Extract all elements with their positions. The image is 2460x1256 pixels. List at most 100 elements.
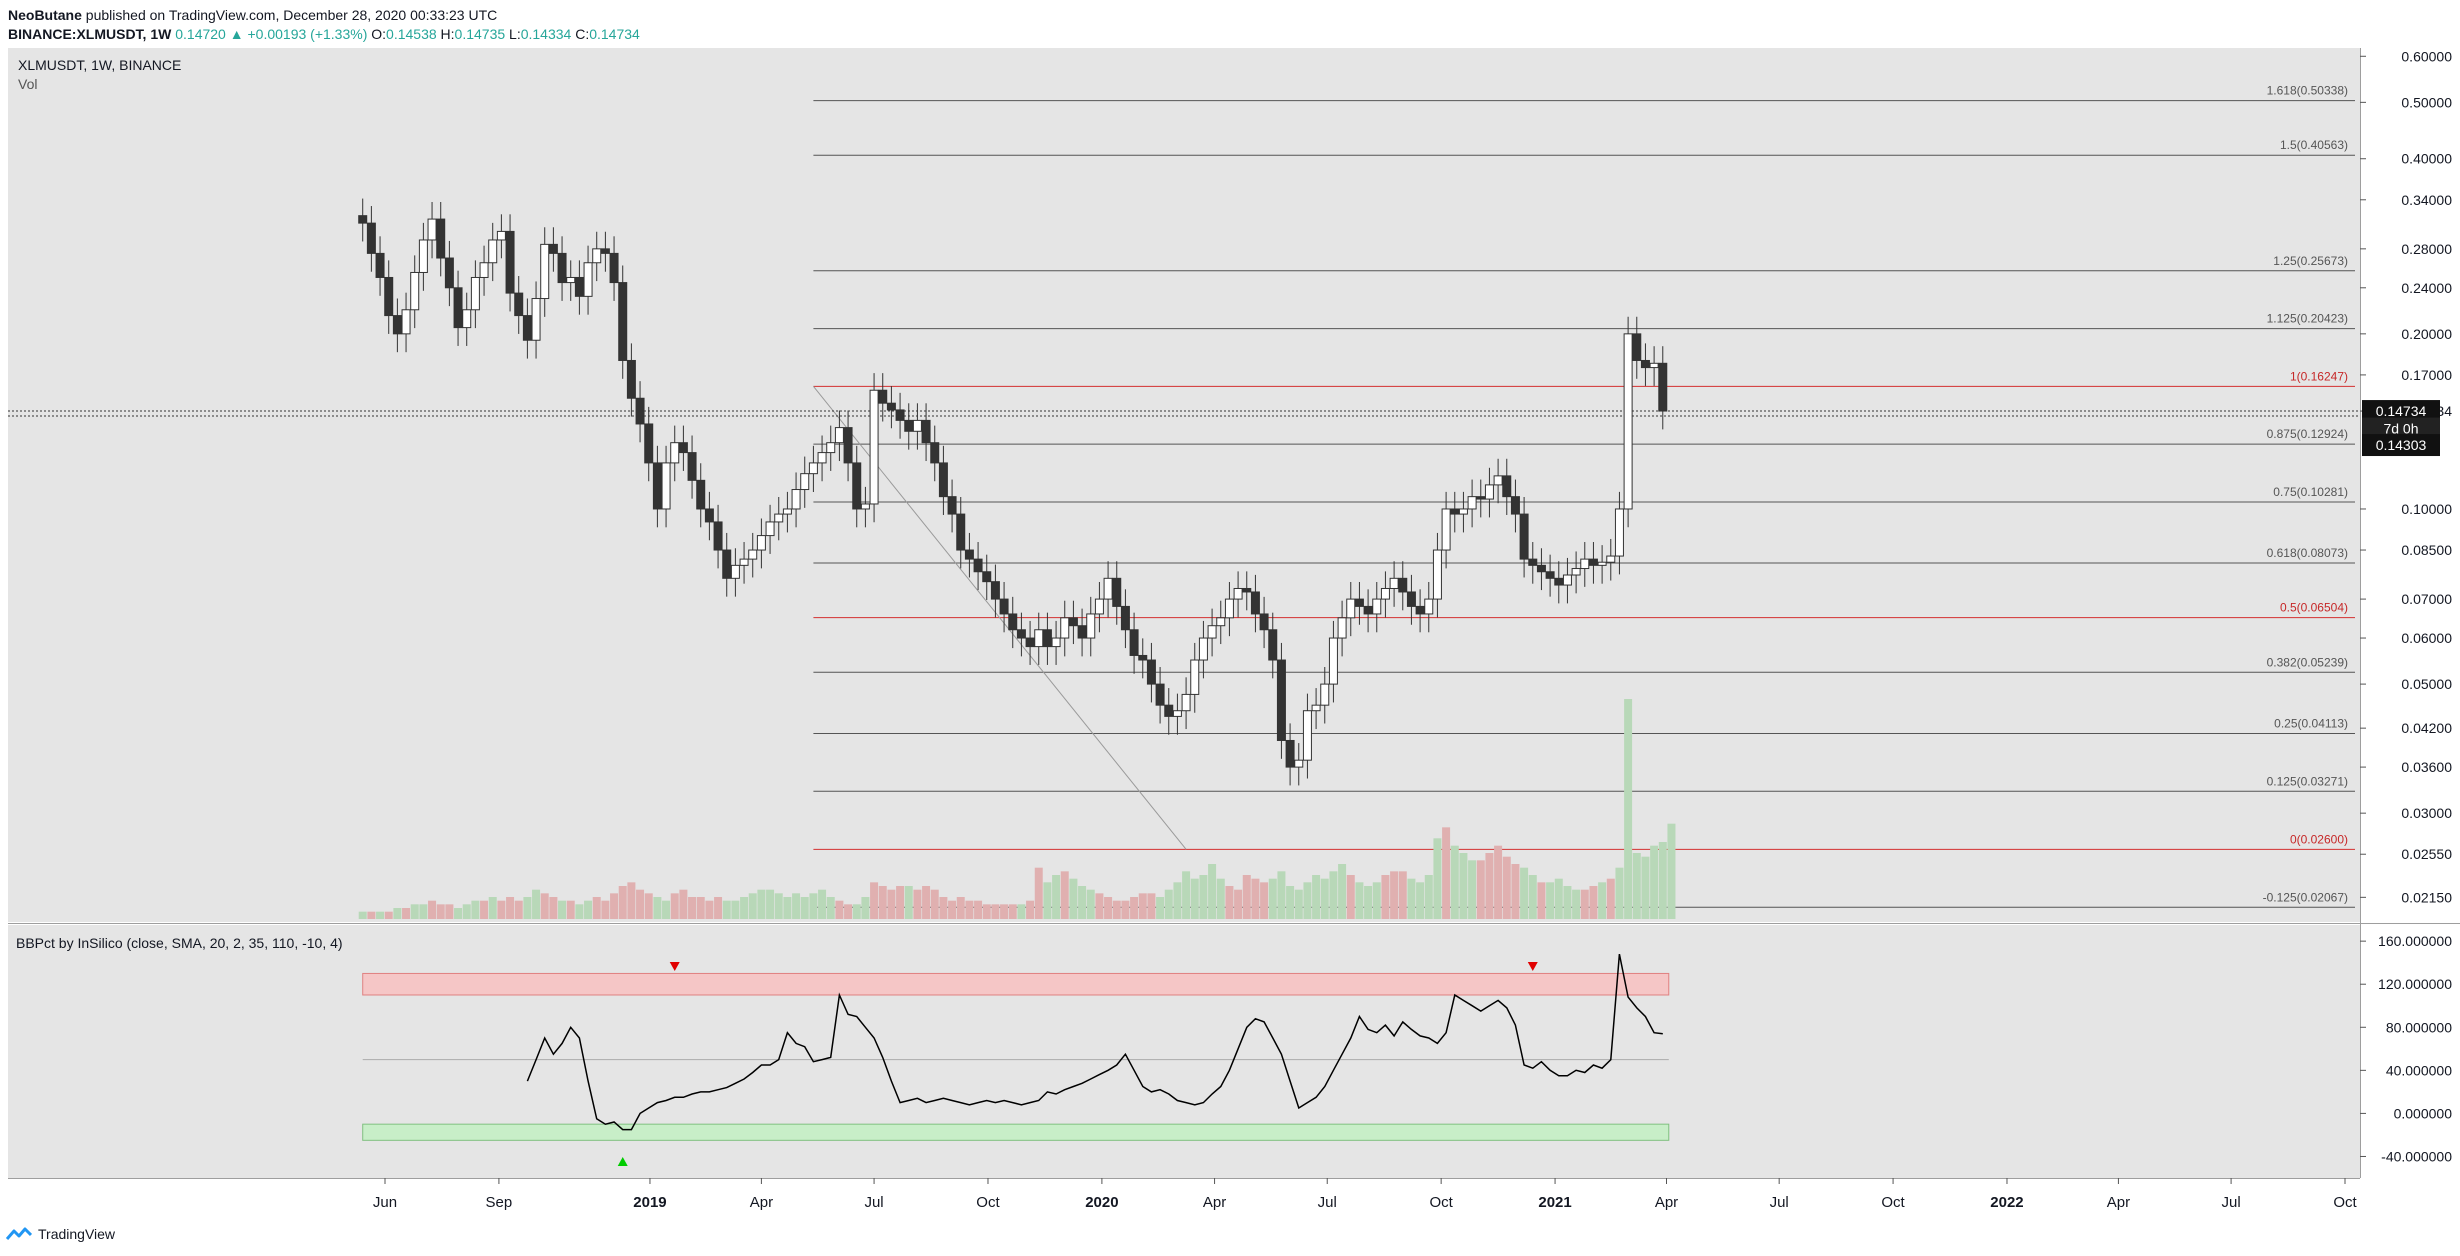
candle-body — [1398, 577, 1408, 593]
volume-bar — [1086, 889, 1095, 919]
candle-body — [375, 252, 385, 278]
volume-bar — [488, 897, 497, 919]
volume-bar — [1338, 864, 1347, 919]
candle-body — [990, 581, 1000, 600]
candle-body — [1389, 577, 1399, 589]
price-tick-label: 0.04200 — [2401, 720, 2452, 736]
candle-body — [834, 427, 844, 444]
volume-bar — [1060, 871, 1069, 919]
candle-body — [1354, 598, 1364, 607]
volume-bar — [575, 904, 584, 919]
volume-bar — [1208, 864, 1217, 919]
volume-bar — [644, 893, 653, 919]
volume-bar — [1303, 882, 1312, 919]
volume-bar — [1632, 853, 1641, 919]
volume-bar — [740, 897, 749, 919]
candle-body — [1372, 598, 1382, 615]
volume-bar — [1615, 867, 1624, 919]
oscillator-band — [362, 1123, 1670, 1141]
candle-body — [557, 252, 567, 284]
candle-body — [1346, 598, 1356, 619]
price-tick-label: 0.24000 — [2401, 280, 2452, 296]
volume-bar — [1468, 860, 1477, 919]
candle-body — [1016, 629, 1026, 639]
author-name[interactable]: NeoButane — [8, 7, 82, 23]
osc-tick-label: 120.000000 — [2378, 976, 2452, 992]
volume-bar — [480, 900, 489, 919]
volume-bar — [757, 889, 766, 919]
candle-body — [947, 496, 957, 515]
footer-brand[interactable]: TradingView — [38, 1226, 116, 1242]
candle-body — [1259, 613, 1269, 631]
volume-bar — [436, 904, 445, 919]
main-pane-title: XLMUSDT, 1W, BINANCE — [18, 57, 181, 73]
candle-body — [1467, 496, 1477, 510]
volume-bar — [358, 911, 367, 919]
volume-bar — [1242, 875, 1251, 919]
volume-bar — [662, 900, 671, 919]
candle-body — [592, 248, 602, 264]
volume-bar — [688, 897, 697, 919]
price-badge: 0.14734 — [2362, 400, 2440, 423]
candle-body — [358, 215, 368, 224]
high-value: 0.14735 — [454, 26, 506, 42]
candle-body — [826, 442, 836, 454]
price-axis-ticks: 0.60000 0.50000 0.40000 0.34000 0.28000 0.240… — [2360, 48, 2452, 905]
volume-bar — [558, 900, 567, 919]
time-tick-label: Oct — [976, 1194, 1000, 1211]
volume-bar — [636, 889, 645, 919]
candle-body — [1120, 605, 1130, 631]
candle-body — [956, 513, 966, 551]
volume-bar — [809, 893, 818, 919]
candle-body — [1640, 359, 1650, 369]
volume-label: Vol — [18, 76, 37, 92]
volume-bars — [358, 699, 1676, 919]
candle-body — [722, 549, 732, 579]
candle-body — [1415, 605, 1425, 615]
osc-tick-label: 80.000000 — [2386, 1019, 2452, 1035]
candle-body — [800, 473, 810, 491]
candle-body — [505, 230, 515, 294]
volume-bar — [497, 900, 506, 919]
volume-bar — [792, 893, 801, 919]
candle-body — [1103, 577, 1113, 600]
volume-bar — [1034, 867, 1043, 919]
volume-bar — [1069, 878, 1078, 919]
volume-bar — [1260, 882, 1269, 919]
candle-body — [1649, 362, 1659, 369]
candle-body — [470, 276, 480, 311]
volume-bar — [861, 897, 870, 919]
volume-bar — [1008, 904, 1017, 919]
fib-label: 0(0.02600) — [2290, 832, 2348, 846]
candle-body — [566, 276, 576, 284]
candle-body — [1207, 625, 1217, 639]
candle-body — [739, 558, 749, 566]
buy-signal-icon — [617, 1157, 628, 1166]
candle-body — [1493, 475, 1503, 486]
candle-body — [1580, 558, 1590, 570]
candle-body — [1545, 571, 1555, 579]
volume-bar — [922, 886, 931, 919]
volume-bar — [705, 900, 714, 919]
candle-body — [600, 248, 610, 254]
time-tick-label: Apr — [750, 1194, 773, 1211]
candle-body — [748, 549, 758, 560]
candle-body — [1406, 591, 1416, 607]
volume-bar — [844, 904, 853, 919]
candle-body — [1528, 558, 1538, 566]
volume-bar — [584, 900, 593, 919]
fib-label: 0.618(0.08073) — [2267, 546, 2348, 560]
volume-bar — [1190, 878, 1199, 919]
candle-body — [791, 489, 801, 510]
symbol-line: BINANCE:XLMUSDT, 1W — [8, 26, 172, 42]
time-tick-label: 2019 — [633, 1194, 666, 1211]
time-tick-label: 2021 — [1538, 1194, 1571, 1211]
volume-bar — [1156, 897, 1165, 919]
fib-label: -0.125(0.02067) — [2263, 890, 2348, 904]
candle-body — [583, 262, 593, 297]
candle-body — [635, 397, 645, 425]
price-tick-label: 0.02550 — [2401, 846, 2452, 862]
volume-bar — [1563, 886, 1572, 919]
candle-body — [496, 230, 506, 241]
